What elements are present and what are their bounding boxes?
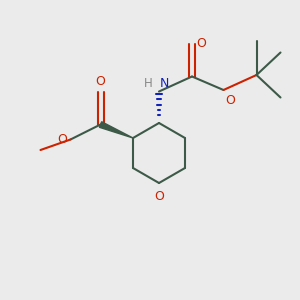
Text: O: O	[57, 133, 67, 146]
Text: O: O	[96, 75, 105, 88]
Text: N: N	[160, 77, 169, 90]
Text: H: H	[144, 77, 152, 90]
Text: O: O	[225, 94, 235, 107]
Text: O: O	[154, 190, 164, 202]
Polygon shape	[99, 122, 133, 138]
Text: O: O	[196, 37, 206, 50]
